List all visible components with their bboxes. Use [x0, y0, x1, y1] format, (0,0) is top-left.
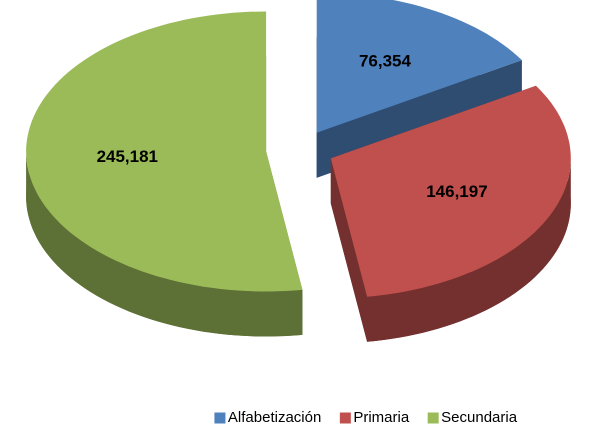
slice-side — [26, 151, 303, 337]
slice — [26, 11, 303, 337]
legend-swatch — [338, 411, 352, 425]
legend-swatch — [426, 411, 440, 425]
slice-side — [367, 158, 571, 342]
pie-slice — [26, 11, 303, 292]
value-label: 245,181 — [97, 147, 158, 166]
legend-label: Alfabetización — [228, 409, 321, 426]
legend-label: Secundaria — [441, 409, 518, 426]
legend-swatch — [213, 411, 227, 425]
legend-label: Primaria — [353, 409, 409, 426]
legend: Alfabetización Primaria Secundaria — [213, 409, 518, 426]
slice-wall — [330, 158, 368, 342]
value-label: 146,197 — [426, 182, 487, 201]
slice — [330, 85, 571, 342]
value-label: 76,354 — [359, 51, 412, 70]
pie-slice — [316, 0, 522, 133]
pie-slice — [330, 85, 571, 297]
